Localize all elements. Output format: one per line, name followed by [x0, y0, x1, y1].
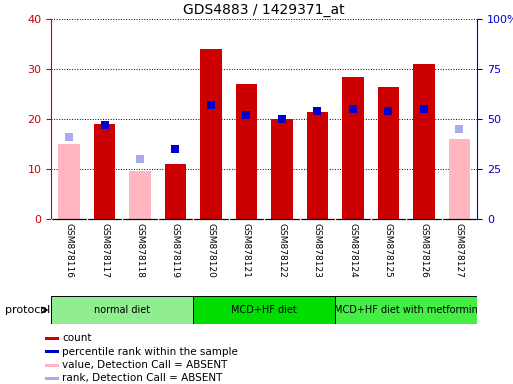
Bar: [307, 112, 328, 219]
Point: [242, 112, 250, 118]
Point: [455, 126, 463, 132]
Point: [349, 106, 357, 112]
Text: GSM878121: GSM878121: [242, 223, 251, 278]
Bar: [165, 164, 186, 219]
Bar: [45, 350, 58, 353]
Point: [65, 134, 73, 140]
Text: GSM878116: GSM878116: [65, 223, 73, 278]
Text: GSM878125: GSM878125: [384, 223, 393, 278]
Text: GSM878124: GSM878124: [348, 223, 358, 277]
Point: [101, 122, 109, 128]
Point: [171, 146, 180, 152]
Bar: [94, 124, 115, 219]
Point: [278, 116, 286, 122]
Text: MCD+HF diet with metformin: MCD+HF diet with metformin: [334, 305, 478, 315]
Bar: [378, 87, 399, 219]
Point: [136, 156, 144, 162]
Text: GSM878127: GSM878127: [455, 223, 464, 278]
Text: GSM878126: GSM878126: [419, 223, 428, 278]
Text: rank, Detection Call = ABSENT: rank, Detection Call = ABSENT: [62, 373, 222, 384]
Text: GSM878117: GSM878117: [100, 223, 109, 278]
Bar: [449, 139, 470, 219]
Bar: [45, 337, 58, 340]
Text: value, Detection Call = ABSENT: value, Detection Call = ABSENT: [62, 360, 227, 370]
Text: GSM878118: GSM878118: [135, 223, 145, 278]
Text: MCD+HF diet: MCD+HF diet: [231, 305, 297, 315]
Text: count: count: [62, 333, 91, 343]
Bar: [342, 77, 364, 219]
Bar: [129, 172, 151, 219]
Bar: [335, 296, 477, 324]
Text: percentile rank within the sample: percentile rank within the sample: [62, 347, 238, 357]
Text: GSM878120: GSM878120: [206, 223, 215, 278]
Text: normal diet: normal diet: [94, 305, 150, 315]
Bar: [51, 296, 193, 324]
Bar: [200, 49, 222, 219]
Bar: [45, 377, 58, 380]
Text: GSM878119: GSM878119: [171, 223, 180, 278]
Point: [420, 106, 428, 112]
Bar: [236, 84, 257, 219]
Bar: [413, 64, 435, 219]
Bar: [271, 119, 292, 219]
Bar: [45, 364, 58, 367]
Bar: [193, 296, 335, 324]
Point: [207, 102, 215, 108]
Point: [313, 108, 322, 114]
Point: [384, 108, 392, 114]
Title: GDS4883 / 1429371_at: GDS4883 / 1429371_at: [183, 3, 345, 17]
Text: protocol: protocol: [5, 305, 50, 315]
Text: GSM878122: GSM878122: [278, 223, 286, 277]
Text: GSM878123: GSM878123: [313, 223, 322, 278]
Bar: [58, 144, 80, 219]
